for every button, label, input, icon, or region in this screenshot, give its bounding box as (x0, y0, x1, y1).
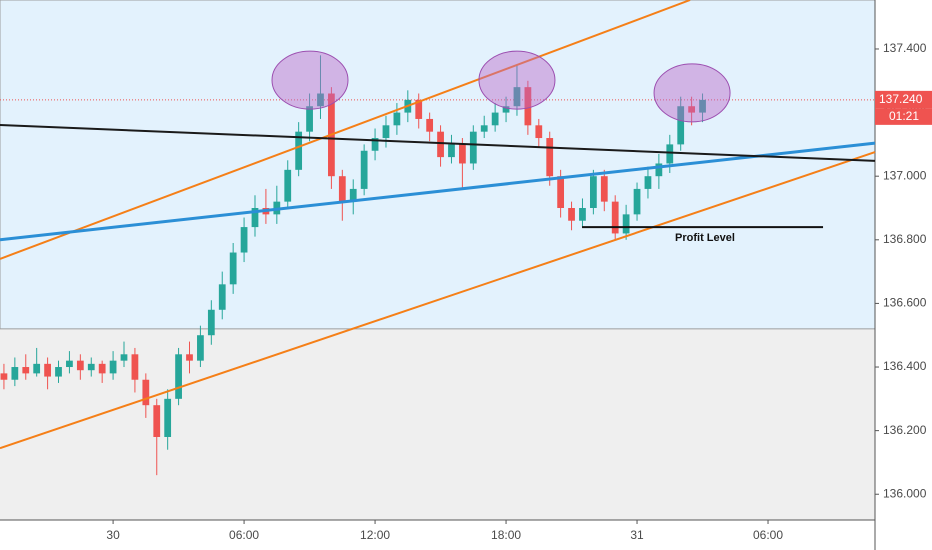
x-tick-label: 06:00 (229, 528, 259, 542)
profit-level-label: Profit Level (675, 232, 735, 244)
candle-body (568, 208, 575, 221)
candle-body (142, 379, 150, 406)
candle-body (589, 176, 597, 208)
y-tick-label: 137.000 (883, 168, 927, 182)
trend-line (0, 123, 876, 162)
candle-body (513, 87, 521, 107)
candle-body (579, 208, 586, 221)
candle-body (557, 176, 565, 208)
shaded-zone (0, 0, 876, 330)
countdown-label: 01:21 (889, 109, 919, 123)
candle-body (655, 163, 663, 177)
x-tick-label: 12:00 (360, 528, 390, 542)
candle-body (55, 367, 62, 377)
y-tick-label: 136.200 (883, 423, 927, 437)
trend-line (0, 0, 691, 260)
candle-body (644, 176, 652, 189)
highlight-ellipse (478, 50, 556, 110)
candle-body (546, 138, 554, 177)
candle-body (131, 354, 139, 380)
last-price-label: 137.240 (879, 92, 923, 106)
x-tick-label: 18:00 (491, 528, 521, 542)
candle-body (611, 201, 619, 234)
candle-body (44, 363, 51, 377)
candle-body (502, 106, 510, 113)
candle-body (76, 360, 84, 371)
candle-body (186, 354, 193, 361)
candle-body (600, 176, 608, 202)
candle-body (295, 131, 303, 170)
candle-body (382, 125, 390, 139)
candle-body (109, 360, 117, 374)
candle-body (218, 284, 226, 310)
highlight-ellipse (653, 63, 731, 123)
candle-body (437, 131, 444, 158)
candle-body (426, 118, 434, 132)
candle-body (240, 227, 248, 253)
candle-body (360, 150, 368, 189)
candle-body (66, 360, 73, 368)
candle-body (175, 354, 182, 399)
last-price-box (875, 90, 932, 109)
countdown-box (875, 108, 932, 125)
candle-body (11, 367, 19, 380)
candle-body (393, 112, 401, 126)
y-tick-label: 136.000 (883, 486, 927, 500)
candle-body (98, 363, 106, 374)
y-tick-label: 136.800 (883, 232, 927, 246)
candle-body (633, 188, 641, 215)
candle-body (284, 169, 292, 202)
candle-body (448, 144, 455, 158)
candle-body (207, 309, 215, 336)
candle-body (459, 144, 466, 164)
candle-body (349, 188, 357, 202)
candle-body (415, 99, 423, 119)
trend-line (0, 141, 876, 242)
candle-body (164, 398, 172, 437)
candle-body (306, 106, 313, 132)
y-tick-label: 136.400 (883, 359, 927, 373)
candle-body (699, 99, 706, 113)
candle-body (524, 87, 532, 126)
candle-body (622, 214, 630, 234)
candle-body (229, 252, 237, 285)
candle-body (666, 144, 674, 164)
x-tick-label: 31 (630, 528, 644, 542)
y-tick-label: 137.400 (883, 41, 927, 55)
trend-line (0, 151, 876, 450)
y-tick-label: 136.600 (883, 296, 927, 310)
candle-body (120, 354, 128, 361)
candle-body (22, 367, 30, 374)
candle-body (251, 208, 259, 228)
candle-body (87, 363, 95, 371)
highlight-ellipse (271, 50, 349, 110)
candle-body (469, 131, 477, 164)
candle-body (688, 106, 696, 113)
candle-body (491, 112, 499, 126)
candle-body (197, 335, 204, 361)
candle-body (33, 363, 41, 374)
candle-body (677, 106, 685, 145)
x-tick-label: 06:00 (753, 528, 783, 542)
candle-body (535, 125, 543, 139)
candle-body (371, 138, 379, 151)
candle-body (317, 93, 324, 107)
candle-body (338, 176, 346, 202)
x-tick-label: 30 (106, 528, 120, 542)
candle-body (0, 373, 8, 380)
candle-body (153, 405, 161, 437)
candle-body (480, 125, 488, 132)
